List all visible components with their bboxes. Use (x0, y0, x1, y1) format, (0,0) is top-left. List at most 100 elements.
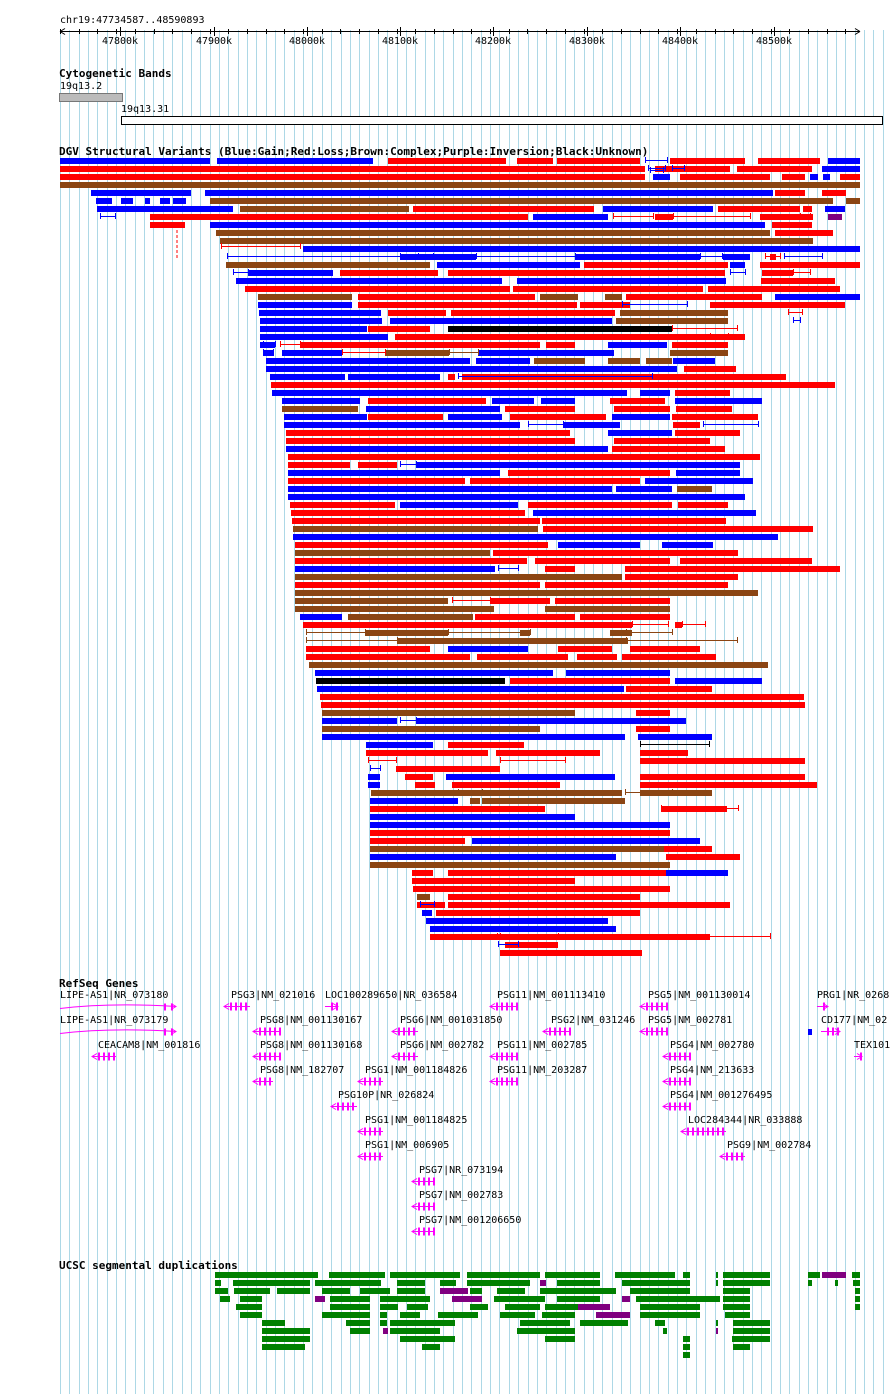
gene-label[interactable]: PSG1|NM_006905 (365, 1140, 450, 1151)
gene-exon (264, 1027, 266, 1036)
gene-label[interactable]: PSG3|NM_021016 (231, 990, 316, 1001)
dgv-variant (610, 630, 632, 636)
gene-label[interactable]: LIPE-AS1|NR_073179 (60, 1015, 169, 1026)
gene-label[interactable]: PSG9|NM_002784 (727, 1140, 812, 1151)
gene-exon (274, 1052, 276, 1061)
dgv-variant (510, 414, 606, 420)
gene-exon (674, 1102, 676, 1111)
gene-strand-arrow (662, 1103, 669, 1110)
dgv-variant (317, 686, 624, 692)
dgv-variant (580, 302, 630, 308)
gene-exon (689, 1102, 691, 1111)
dgv-variant (395, 334, 745, 340)
dgv-variant (385, 350, 449, 356)
dgv-variant (396, 766, 500, 772)
ruler-tick-label: 47800k (102, 36, 138, 47)
gene-label[interactable]: PSG8|NM_182707 (260, 1065, 345, 1076)
dgv-variant (626, 294, 762, 300)
band-19q13-31[interactable] (121, 116, 883, 125)
dgv-variant (558, 646, 612, 652)
dgv-variant (295, 550, 490, 556)
gene-label[interactable]: LOC100289650|NR_036584 (325, 990, 458, 1001)
gene-label[interactable]: PSG11|NM_002785 (497, 1040, 588, 1051)
gene-exon (398, 1027, 400, 1036)
gene-label[interactable]: PSG6|NM_002782 (400, 1040, 485, 1051)
gene-label[interactable]: LOC284344|NR_033888 (688, 1115, 803, 1126)
gene-exon (423, 1202, 425, 1211)
gene-exon (413, 1027, 415, 1036)
band-19q13-2[interactable] (59, 93, 123, 102)
gene-label[interactable]: PSG10P|NR_026824 (338, 1090, 435, 1101)
segdup-feature (438, 1312, 478, 1318)
gene-label[interactable]: PSG2|NM_031246 (551, 1015, 636, 1026)
segdup-feature (346, 1320, 370, 1326)
segdup-feature (322, 1312, 370, 1318)
dgv-variant (675, 622, 682, 628)
dgv-variant (300, 342, 540, 348)
segdup-feature (733, 1344, 750, 1350)
gene-exon (423, 1227, 425, 1236)
dgv-variant (145, 198, 150, 204)
dgv-variant (762, 270, 793, 276)
dgv-variant (295, 598, 448, 604)
gene-label[interactable]: LIPE-AS1|NR_073180 (60, 990, 169, 1001)
dgv-variant (580, 614, 670, 620)
gene-label[interactable]: PSG7|NR_073194 (419, 1165, 504, 1176)
gene-label[interactable]: PSG7|NM_002783 (419, 1190, 504, 1201)
gene-exon (364, 1152, 366, 1161)
gene-label[interactable]: PSG5|NM_002781 (648, 1015, 733, 1026)
segdup-feature (855, 1296, 860, 1302)
dgv-variant (760, 262, 860, 268)
track-title-refseq-genes[interactable]: RefSeq Genes (59, 977, 139, 990)
ruler: 47800k 47900k 48000k 48100k 48200k 48300k 4840… (59, 27, 861, 47)
gene-label[interactable]: CEACAM8|NM_001816 (98, 1040, 201, 1051)
dgv-variant (288, 486, 612, 492)
dgv-variant (96, 198, 112, 204)
dgv-variant (470, 798, 480, 804)
gene-label[interactable]: PSG4|NM_213633 (670, 1065, 755, 1076)
track-title-segdups[interactable]: UCSC segmental duplications (59, 1259, 238, 1272)
gene-exon (827, 1027, 829, 1036)
segdup-feature (467, 1272, 540, 1278)
gene-label[interactable]: PSG5|NM_001130014 (648, 990, 751, 1001)
gene-label[interactable]: PSG4|NM_002780 (670, 1040, 755, 1051)
segdup-feature (683, 1344, 690, 1350)
gene-label[interactable]: CD177|NM_02 (821, 1015, 888, 1026)
gene-label[interactable]: PSG11|NM_203287 (497, 1065, 588, 1076)
gene-label[interactable]: PSG8|NM_001130168 (260, 1040, 363, 1051)
gene-label[interactable]: PSG8|NM_001130167 (260, 1015, 363, 1026)
dgv-variant (675, 678, 762, 684)
gene-exon (689, 1052, 691, 1061)
gene-exon (736, 1152, 738, 1161)
gene-exon (379, 1127, 381, 1136)
segdup-feature (636, 1296, 720, 1302)
gene-strand-arrow (662, 1078, 669, 1085)
gene-label[interactable]: PSG1|NM_001184826 (365, 1065, 468, 1076)
gene-label[interactable]: PSG11|NM_001113410 (497, 990, 606, 1001)
gene-label[interactable]: PSG4|NM_001276495 (670, 1090, 773, 1101)
position-label: chr19:47734587..48590893 (60, 15, 205, 26)
dgv-variant (677, 486, 712, 492)
dgv-variant (737, 166, 812, 172)
segdup-feature (808, 1272, 820, 1278)
dgv-variant (291, 510, 525, 516)
gene-label[interactable]: PSG6|NM_001031850 (400, 1015, 503, 1026)
dgv-variant (416, 462, 740, 468)
dgv-variant (348, 614, 473, 620)
gene-label[interactable]: PSG7|NM_001206650 (419, 1215, 522, 1226)
track-title-dgv[interactable]: DGV Structural Variants (Blue:Gain;Red:L… (59, 145, 649, 158)
gene-label[interactable]: PSG1|NM_001184825 (365, 1115, 468, 1126)
gene-label[interactable]: TEX101 (854, 1040, 890, 1051)
gene-strand-arrow (357, 1078, 364, 1085)
segdup-feature (390, 1320, 455, 1326)
dgv-variant (448, 326, 672, 332)
dgv-variant (517, 278, 726, 284)
dgv-variant (413, 206, 594, 212)
gene-label[interactable]: PRG1|NR_0268 (817, 990, 890, 1001)
dgv-variant (448, 870, 670, 876)
track-title-cytogenetic-bands[interactable]: Cytogenetic Bands (59, 67, 172, 80)
segdup-feature (380, 1312, 387, 1318)
